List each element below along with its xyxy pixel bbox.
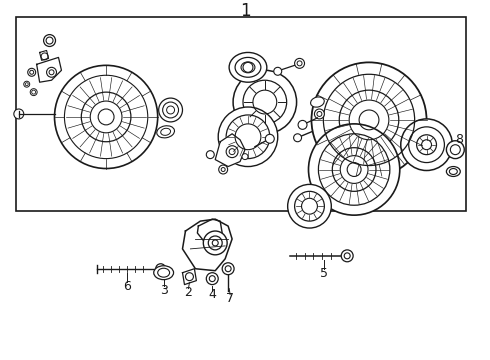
Bar xyxy=(16,17,466,211)
Polygon shape xyxy=(37,57,61,82)
Circle shape xyxy=(339,90,399,150)
Circle shape xyxy=(233,70,296,134)
Circle shape xyxy=(266,134,274,143)
Circle shape xyxy=(288,184,331,228)
Circle shape xyxy=(315,109,324,119)
Polygon shape xyxy=(40,50,49,60)
Circle shape xyxy=(218,107,278,167)
Circle shape xyxy=(206,273,218,285)
Circle shape xyxy=(401,119,452,171)
Circle shape xyxy=(312,62,427,177)
Circle shape xyxy=(242,154,248,159)
Circle shape xyxy=(54,66,158,168)
Circle shape xyxy=(222,263,234,275)
Text: 3: 3 xyxy=(160,284,168,297)
Circle shape xyxy=(24,81,30,87)
Circle shape xyxy=(309,124,400,215)
Ellipse shape xyxy=(446,167,460,176)
Circle shape xyxy=(416,135,437,155)
Circle shape xyxy=(14,109,24,119)
Polygon shape xyxy=(182,269,196,285)
Circle shape xyxy=(28,68,36,76)
Circle shape xyxy=(159,98,182,122)
Circle shape xyxy=(30,89,37,96)
Ellipse shape xyxy=(157,126,174,138)
Circle shape xyxy=(81,92,131,142)
Circle shape xyxy=(341,250,353,262)
Circle shape xyxy=(203,231,227,255)
Text: 1: 1 xyxy=(240,2,250,20)
Ellipse shape xyxy=(154,266,173,280)
Text: 8: 8 xyxy=(455,133,464,146)
Text: 7: 7 xyxy=(226,292,234,305)
Polygon shape xyxy=(182,219,232,271)
Circle shape xyxy=(206,151,214,159)
Circle shape xyxy=(226,115,270,159)
Ellipse shape xyxy=(229,53,267,82)
Circle shape xyxy=(274,67,282,75)
Circle shape xyxy=(298,120,307,129)
Text: 5: 5 xyxy=(320,267,328,280)
Text: 2: 2 xyxy=(185,286,193,299)
Circle shape xyxy=(44,35,55,46)
Circle shape xyxy=(332,148,376,192)
Text: 4: 4 xyxy=(208,288,216,301)
Circle shape xyxy=(156,264,166,274)
Ellipse shape xyxy=(311,97,324,107)
Polygon shape xyxy=(215,134,245,167)
Polygon shape xyxy=(197,219,222,246)
Text: 6: 6 xyxy=(123,280,131,293)
Circle shape xyxy=(446,141,464,159)
Circle shape xyxy=(294,134,301,142)
Circle shape xyxy=(243,80,287,124)
Circle shape xyxy=(219,165,228,174)
Circle shape xyxy=(294,58,304,68)
